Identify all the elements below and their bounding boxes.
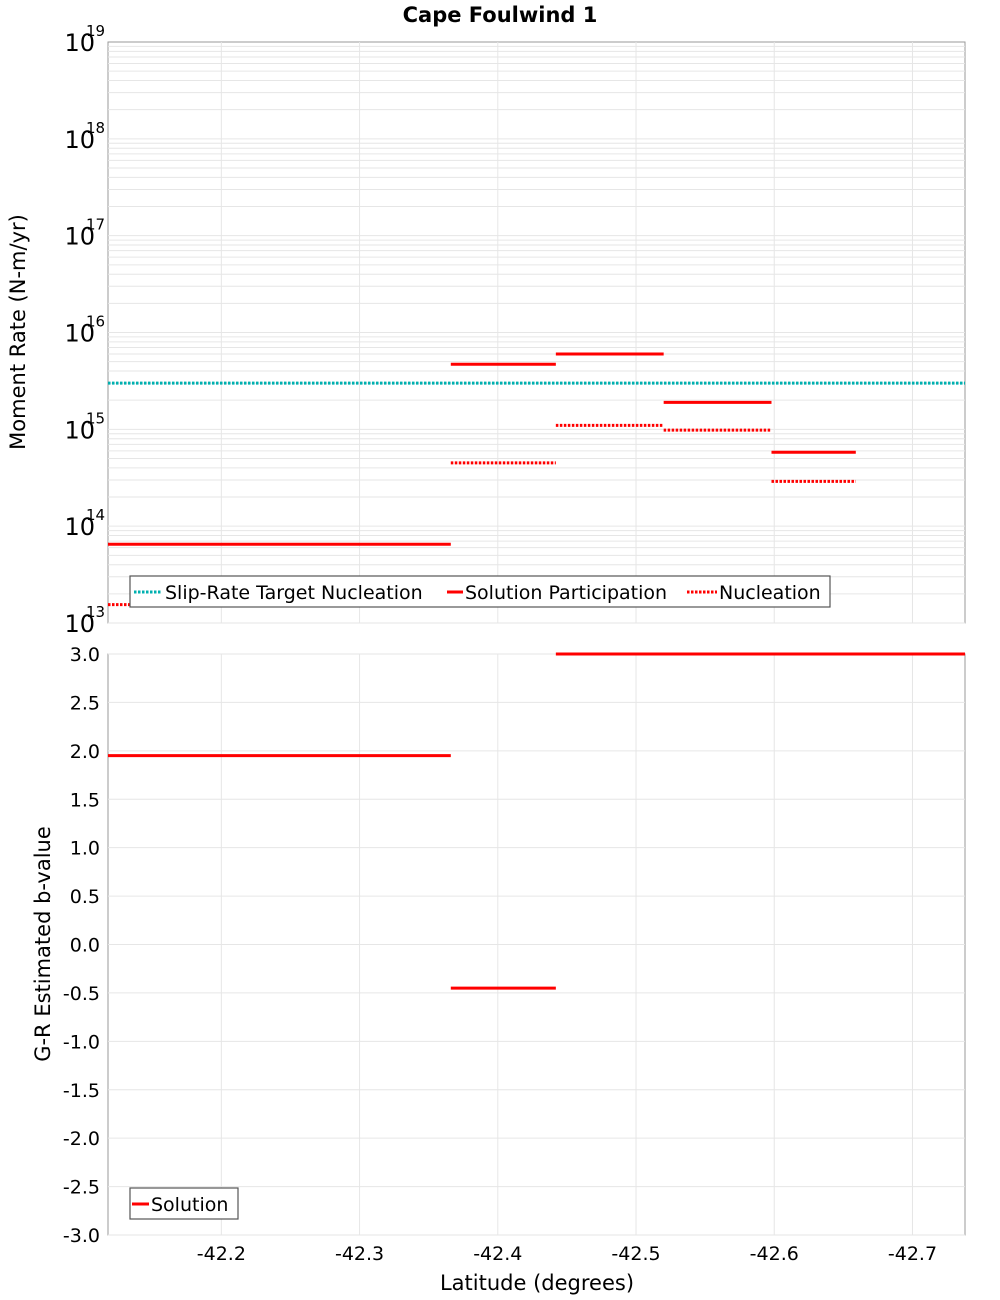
b-value-y-tick-label: 2.5 — [70, 692, 100, 714]
moment-rate-y-tick-exponent: 14 — [86, 506, 105, 524]
moment-rate-series — [108, 352, 965, 607]
x-axis-ticks: -42.2 -42.3 -42.4 -42.5 -42.6 -42.7 — [197, 1243, 937, 1265]
moment-rate-y-tick-label: 10 — [64, 416, 95, 444]
x-tick-label: -42.6 — [750, 1243, 799, 1265]
b-value-y-tick-label: -2.0 — [63, 1128, 100, 1150]
moment-rate-y-tick-label: 10 — [64, 610, 95, 638]
x-tick-label: -42.2 — [197, 1243, 246, 1265]
b-value-y-ticks: 3.0 2.5 2.0 1.5 1.0 0.5 0.0 -0.5 -1.0 -1.5 -2.0 -2.… — [63, 644, 100, 1247]
legend-label-solution-participation: Solution Participation — [465, 582, 667, 604]
b-value-y-tick-label: 0.0 — [70, 935, 100, 957]
moment-rate-y-tick-exponent: 15 — [86, 409, 105, 427]
moment-rate-y-axis-label: Moment Rate (N-m/yr) — [6, 214, 30, 450]
b-value-y-tick-label: -2.5 — [63, 1177, 100, 1199]
moment-rate-y-tick-exponent: 19 — [86, 22, 105, 40]
b-value-legend: Solution — [129, 1187, 239, 1220]
x-axis-label: Latitude (degrees) — [440, 1271, 634, 1295]
moment-rate-y-tick-label: 10 — [64, 126, 95, 154]
legend-label-slip-rate-target: Slip-Rate Target Nucleation — [165, 582, 423, 604]
b-value-gridlines — [108, 653, 965, 1236]
b-value-y-tick-label: -0.5 — [63, 983, 100, 1005]
x-tick-label: -42.5 — [611, 1243, 660, 1265]
b-value-y-axis-label: G-R Estimated b-value — [31, 826, 55, 1062]
b-value-legend-box — [129, 1187, 239, 1220]
moment-rate-y-tick-exponent: 13 — [86, 603, 105, 621]
b-value-panel: 3.0 2.5 2.0 1.5 1.0 0.5 0.0 -0.5 -1.0 -1.5 -2.0 -2.… — [31, 644, 966, 1247]
moment-rate-y-tick-label: 10 — [64, 29, 95, 57]
moment-rate-y-tick-exponent: 18 — [86, 119, 105, 137]
b-value-y-tick-label: 2.0 — [70, 741, 100, 763]
x-tick-label: -42.4 — [473, 1243, 522, 1265]
legend-label-solution: Solution — [151, 1194, 228, 1216]
x-tick-label: -42.7 — [888, 1243, 937, 1265]
b-value-y-tick-label: -3.0 — [63, 1225, 100, 1247]
b-value-y-tick-label: 1.0 — [70, 838, 100, 860]
x-tick-label: -42.3 — [335, 1243, 384, 1265]
b-value-y-tick-label: 0.5 — [70, 886, 100, 908]
moment-rate-legend: Slip-Rate Target Nucleation Solution Par… — [129, 575, 831, 608]
b-value-y-tick-label: 1.5 — [70, 789, 100, 811]
b-value-y-tick-label: -1.0 — [63, 1031, 100, 1053]
moment-rate-y-tick-exponent: 17 — [86, 216, 105, 234]
moment-rate-y-tick-label: 10 — [64, 223, 95, 251]
moment-rate-y-tick-label: 10 — [64, 320, 95, 348]
legend-label-nucleation: Nucleation — [719, 582, 821, 604]
b-value-series — [108, 652, 965, 990]
b-value-y-tick-label: -1.5 — [63, 1080, 100, 1102]
moment-rate-y-tick-exponent: 16 — [86, 313, 105, 331]
b-value-y-tick-label: 3.0 — [70, 644, 100, 666]
chart-title: Cape Foulwind 1 — [403, 3, 598, 27]
moment-rate-gridlines — [108, 42, 965, 624]
moment-rate-y-tick-label: 10 — [64, 513, 95, 541]
